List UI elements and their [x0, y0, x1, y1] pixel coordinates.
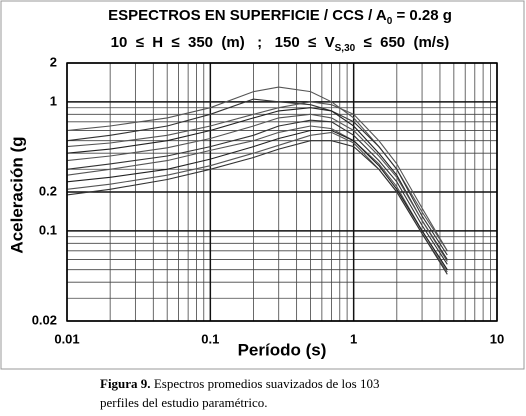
title-part: ESPECTROS EN SUPERFICIE / CCS / A [108, 7, 387, 24]
caption: perfiles del estudio paramétrico. [100, 395, 268, 410]
spectrum-line [66, 129, 448, 270]
caption: Figura 9. Espectros promedios suavizados… [100, 376, 379, 391]
spectrum-line [66, 98, 448, 256]
x-tick-label: 0.1 [201, 331, 219, 346]
figure-border [0, 0, 525, 370]
y-tick-label: 0.02 [32, 312, 57, 327]
y-tick-label: 2 [50, 54, 57, 69]
title-part: = 0.28 g [392, 7, 452, 24]
y-tick-label: 0.2 [39, 183, 57, 198]
x-axis-label: Período (s) [238, 340, 327, 359]
y-tick-label: 1 [50, 93, 57, 108]
subtitle-part: ≤ 650 (m/s) [355, 34, 449, 51]
y-tick-label: 0.1 [39, 222, 57, 237]
spectrum-line [66, 107, 448, 260]
x-tick-label: 10 [490, 331, 504, 346]
spectrum-line [66, 119, 448, 265]
title-subscript: 0 [387, 16, 393, 27]
chart-subtitle: 10 ≤ H ≤ 350 (m) ; 150 ≤ VS,30 ≤ 650 (m/… [111, 34, 450, 54]
spectrum-line [66, 140, 448, 275]
y-axis-label: Aceleración (g [7, 136, 26, 253]
spectrum-line [66, 125, 448, 270]
x-tick-label: 0.01 [54, 331, 79, 346]
caption-label: Figura 9. [100, 376, 151, 391]
subtitle-subscript: S,30 [335, 43, 356, 54]
subtitle-part: 10 ≤ H ≤ 350 (m) ; 150 ≤ V [111, 34, 335, 51]
caption-text: Espectros promedios suavizados de los 10… [151, 376, 380, 391]
plot-border [66, 62, 498, 322]
chart-title: ESPECTROS EN SUPERFICIE / CCS / A0 = 0.2… [108, 7, 452, 27]
spectrum-line [66, 101, 448, 252]
x-tick-label: 1 [350, 331, 357, 346]
spectrum-line [66, 113, 448, 262]
